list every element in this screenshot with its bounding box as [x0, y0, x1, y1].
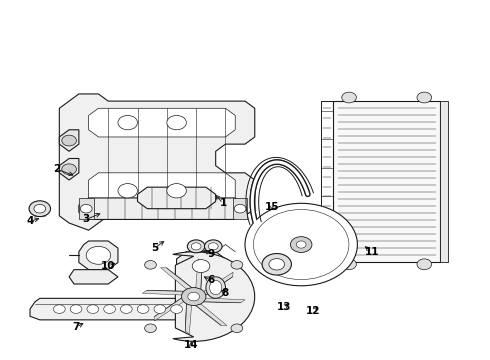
Circle shape: [245, 203, 357, 286]
Circle shape: [167, 184, 186, 198]
Circle shape: [70, 305, 82, 314]
Circle shape: [53, 305, 65, 314]
Text: 1: 1: [220, 198, 227, 208]
Polygon shape: [59, 130, 79, 151]
Circle shape: [188, 292, 199, 301]
Circle shape: [234, 204, 246, 213]
Text: 3: 3: [83, 215, 90, 224]
Circle shape: [296, 241, 306, 248]
Circle shape: [417, 259, 432, 270]
Circle shape: [342, 92, 356, 103]
Circle shape: [62, 135, 76, 146]
Circle shape: [342, 259, 356, 270]
Text: 10: 10: [101, 261, 116, 271]
Circle shape: [118, 184, 138, 198]
Text: 13: 13: [277, 302, 292, 312]
Circle shape: [34, 204, 46, 213]
Polygon shape: [79, 198, 245, 220]
Text: 7: 7: [73, 322, 80, 332]
Circle shape: [87, 305, 98, 314]
Circle shape: [118, 116, 138, 130]
Circle shape: [86, 246, 111, 264]
Polygon shape: [79, 241, 118, 270]
Text: 14: 14: [184, 340, 198, 350]
Polygon shape: [69, 270, 118, 284]
Polygon shape: [333, 101, 441, 262]
Text: 9: 9: [207, 248, 214, 258]
Polygon shape: [200, 298, 245, 303]
Circle shape: [191, 243, 201, 250]
Polygon shape: [196, 259, 202, 292]
Circle shape: [29, 201, 50, 217]
Polygon shape: [138, 187, 216, 209]
Circle shape: [167, 116, 186, 130]
Circle shape: [204, 240, 222, 253]
Ellipse shape: [210, 280, 222, 295]
Circle shape: [154, 305, 166, 314]
Circle shape: [253, 210, 349, 280]
Text: 8: 8: [222, 288, 229, 298]
Polygon shape: [185, 302, 192, 334]
Polygon shape: [143, 291, 187, 295]
Polygon shape: [154, 297, 184, 321]
Circle shape: [208, 243, 218, 250]
Circle shape: [417, 92, 432, 103]
Circle shape: [145, 261, 156, 269]
Polygon shape: [79, 198, 94, 220]
Polygon shape: [59, 158, 79, 180]
Circle shape: [291, 237, 312, 252]
Polygon shape: [59, 94, 255, 230]
Circle shape: [192, 260, 210, 273]
Polygon shape: [161, 267, 194, 289]
Circle shape: [181, 288, 206, 306]
Polygon shape: [89, 173, 235, 209]
Text: 15: 15: [265, 202, 279, 212]
Circle shape: [231, 261, 243, 269]
Text: 11: 11: [365, 247, 379, 257]
Circle shape: [145, 324, 156, 333]
Polygon shape: [89, 108, 235, 137]
Circle shape: [137, 305, 149, 314]
Polygon shape: [203, 272, 233, 297]
Text: 6: 6: [207, 275, 215, 285]
Circle shape: [262, 253, 292, 275]
Ellipse shape: [206, 277, 225, 298]
Circle shape: [104, 305, 116, 314]
Circle shape: [231, 324, 243, 333]
Polygon shape: [194, 304, 227, 325]
Text: 5: 5: [151, 243, 158, 253]
Polygon shape: [441, 101, 448, 262]
Polygon shape: [176, 252, 225, 280]
Polygon shape: [30, 298, 196, 320]
Text: 12: 12: [306, 306, 320, 316]
Text: 4: 4: [26, 216, 34, 226]
Polygon shape: [233, 198, 247, 220]
Circle shape: [121, 305, 132, 314]
Circle shape: [171, 305, 182, 314]
Circle shape: [80, 204, 92, 213]
Text: 2: 2: [53, 164, 60, 174]
Circle shape: [62, 164, 76, 175]
Circle shape: [269, 258, 285, 270]
Circle shape: [187, 240, 205, 253]
Polygon shape: [173, 252, 255, 341]
